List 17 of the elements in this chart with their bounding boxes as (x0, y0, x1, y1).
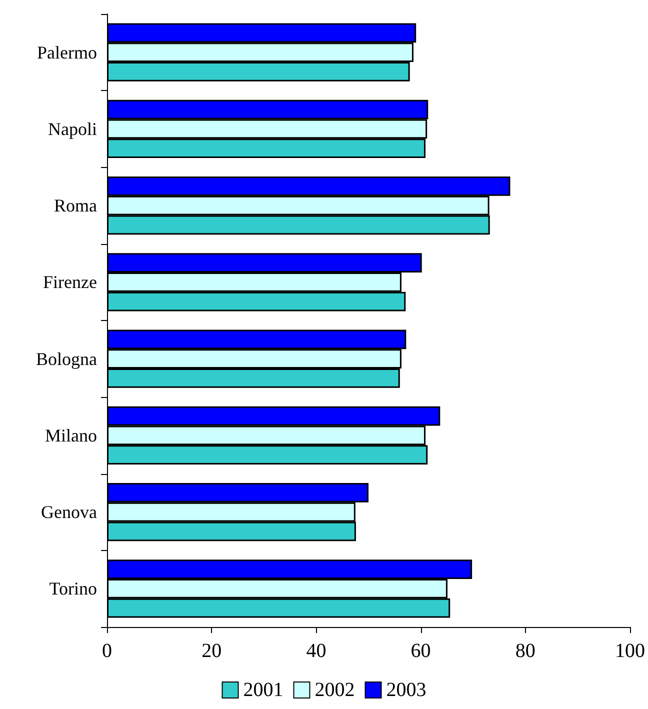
y-tick-label: Genova (41, 502, 98, 522)
y-tick-label: Milano (45, 425, 97, 446)
x-tick-label: 60 (410, 640, 431, 662)
y-tick-label: Napoli (48, 118, 97, 139)
x-tick-label: 80 (515, 640, 536, 662)
y-tick-label: Bologna (36, 348, 98, 369)
legend-label: 2001 (243, 679, 284, 701)
legend-label: 2002 (314, 679, 355, 701)
x-tick-label: 20 (202, 640, 222, 662)
x-tick-label: 100 (615, 640, 645, 662)
y-tick-label: Torino (49, 578, 97, 599)
y-tick-label: Firenze (43, 272, 97, 292)
x-tick-label: 40 (306, 640, 326, 662)
y-tick-label: Roma (54, 196, 98, 216)
legend-label: 2003 (386, 679, 426, 701)
x-tick-label: 0 (102, 640, 112, 662)
y-tick-label: Palermo (37, 42, 97, 62)
